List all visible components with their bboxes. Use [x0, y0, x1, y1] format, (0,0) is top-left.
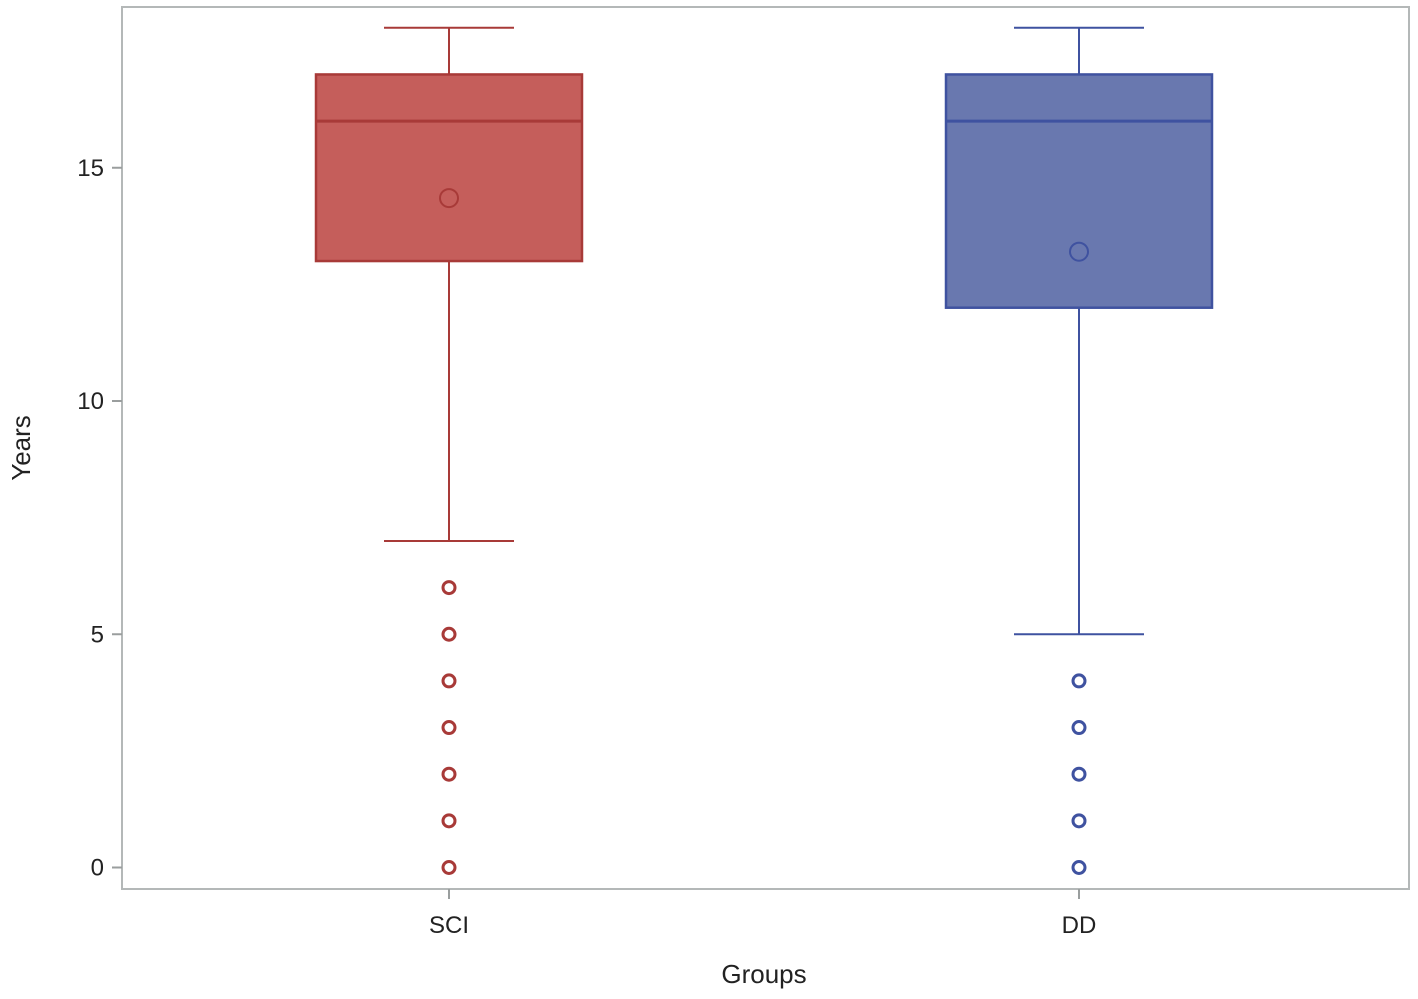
y-tick-label: 5 [91, 621, 104, 648]
outlier-point [1071, 860, 1087, 875]
outlier-point [1071, 720, 1087, 736]
outlier-point [441, 766, 457, 782]
x-tick-label: SCI [429, 912, 469, 939]
box-sci [314, 26, 584, 875]
y-axis-title: Years [6, 415, 36, 481]
x-axis: SCI DD [429, 889, 1096, 939]
outlier-point [1071, 813, 1087, 829]
mean-marker [1069, 241, 1089, 262]
outlier-point [441, 813, 457, 829]
outlier-point [441, 626, 457, 642]
y-tick-label: 0 [91, 855, 104, 882]
y-axis: 0 5 10 15 [77, 155, 122, 882]
outlier-point [441, 580, 457, 596]
outlier-point [1071, 673, 1087, 689]
iqr-box [944, 73, 1214, 309]
outlier-point [441, 673, 457, 689]
x-tick-label: DD [1062, 912, 1097, 939]
x-axis-title: Groups [721, 959, 806, 989]
y-tick-label: 10 [77, 388, 104, 415]
outlier-point [441, 860, 457, 875]
outlier-point [1071, 766, 1087, 782]
outlier-point [441, 720, 457, 736]
boxes-layer [314, 26, 1214, 875]
iqr-box [314, 73, 584, 263]
box-dd [944, 26, 1214, 875]
y-tick-label: 15 [77, 155, 104, 182]
mean-marker [439, 188, 459, 209]
